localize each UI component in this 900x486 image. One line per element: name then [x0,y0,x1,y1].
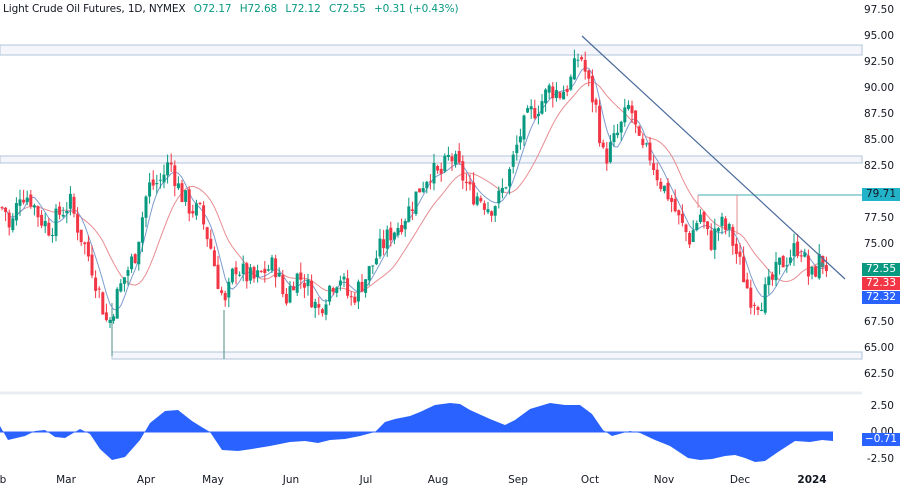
trendline-handle[interactable] [819,262,825,268]
price-tick: 82.50 [863,160,894,172]
time-tick: Nov [653,474,675,486]
price-tick: 67.50 [863,316,894,328]
price-tick: 97.50 [863,4,894,16]
time-tick: b [0,474,7,486]
low-value: L72.12 [285,3,321,15]
price-tag-79-71: 79.71 [862,188,900,201]
price-tick: 95.00 [863,30,894,42]
time-tick: Mar [56,474,76,486]
fast-moving-average [1,66,827,311]
price-tag-ma-fast: 72.32 [862,291,900,304]
time-tick: Oct [580,474,600,486]
close-value: C72.55 [328,3,366,15]
oscillator-value-tag: −0.71 [862,433,900,446]
open-value: O72.17 [193,3,232,15]
price-tick: 87.50 [863,108,894,120]
horizontal-levels [0,44,863,360]
price-tag-ma-slow: 72.33 [862,277,900,290]
price-tick: 90.00 [863,82,894,94]
time-tick: May [202,474,224,486]
chart-title-bar: Light Crude Oil Futures, 1D, NYMEX O72.1… [3,3,459,15]
price-tag-last: 72.55 [862,263,900,276]
osc-tick-2-50: 2.50 [870,400,894,412]
time-tick: 2024 [797,474,827,486]
price-tick: 85.00 [863,134,894,146]
time-tick: Jun [282,474,300,486]
osc-tick-neg-2-50: -2.50 [866,453,894,465]
price-tick: 75.00 [863,238,894,250]
time-tick: Apr [136,474,156,486]
symbol-label: Light Crude Oil Futures, 1D, NYMEX [3,3,186,15]
time-tick: Jul [359,474,373,486]
high-value: H72.68 [239,3,278,15]
change-value: +0.31 (+0.43%) [373,3,459,15]
price-tick: 92.50 [863,56,894,68]
time-tick: Dec [729,474,751,486]
price-tick: 77.50 [863,212,894,224]
price-tick: 65.00 [863,342,894,354]
descending-trendline[interactable] [581,35,846,280]
price-tick: 62.50 [863,368,894,380]
time-tick: Sep [508,474,528,486]
candlesticks [0,49,828,328]
slow-moving-average [1,81,827,293]
time-tick: Aug [427,474,449,486]
